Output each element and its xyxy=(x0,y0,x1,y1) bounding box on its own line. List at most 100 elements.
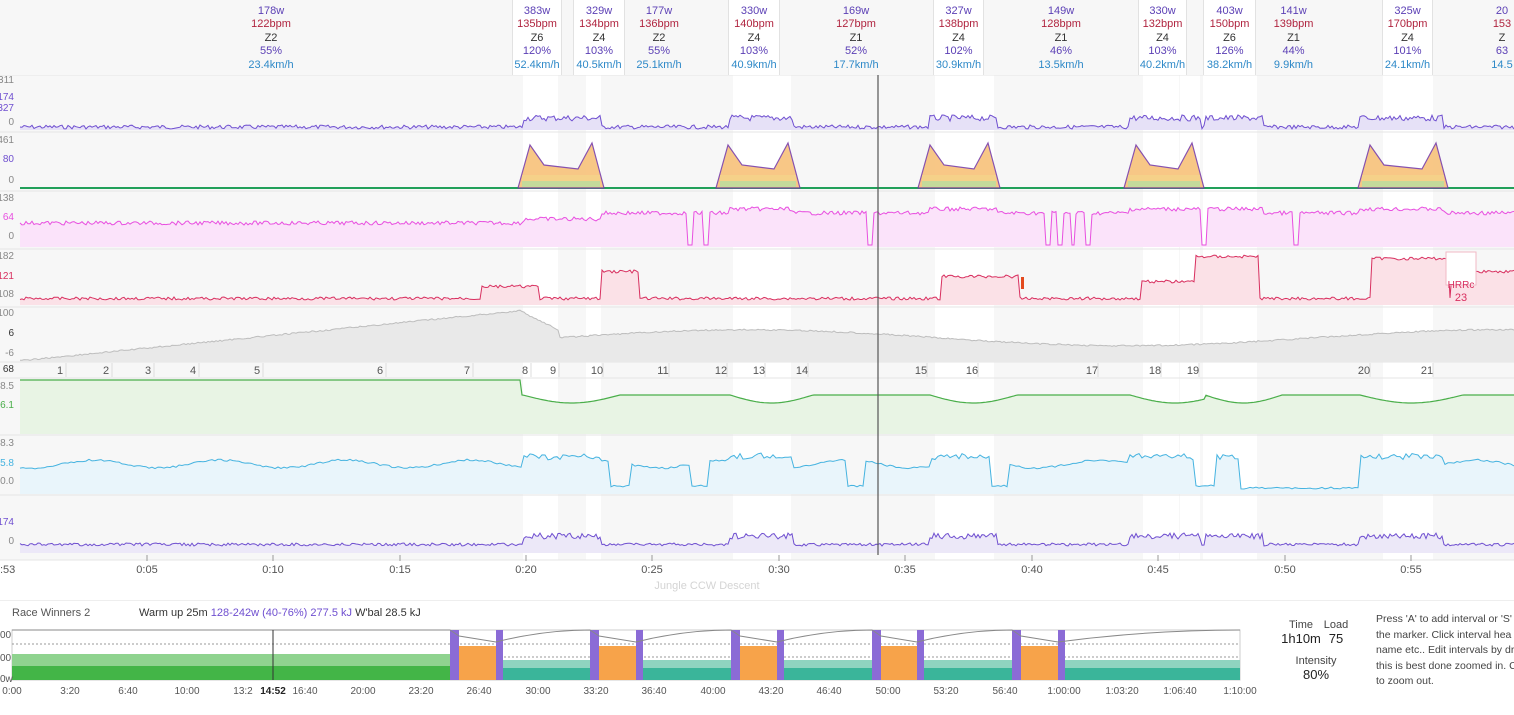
interval-pct: 101% xyxy=(1393,45,1422,57)
axis-label: 138 xyxy=(0,193,14,204)
axis-label: 174 xyxy=(0,517,14,528)
help-text: Press 'A' to add interval or 'S' the mar… xyxy=(1376,612,1514,690)
hrr-badge[interactable] xyxy=(1445,251,1477,286)
hard-block-4[interactable] xyxy=(881,646,917,680)
lap-number-11[interactable]: 11 xyxy=(657,365,668,377)
interval-header-2[interactable]: 69s383w135bpmZ6120%52.4km/h xyxy=(512,0,562,75)
interval-header-5[interactable]: 4m330w140bpmZ4103%40.9km/h xyxy=(728,0,780,75)
lap-number-9[interactable]: 9 xyxy=(550,365,556,377)
cadence-line xyxy=(19,206,1514,246)
lap-number-3[interactable]: 3 xyxy=(145,365,151,377)
sprint-block[interactable] xyxy=(872,630,881,680)
lap-number-5[interactable]: 5 xyxy=(254,365,260,377)
workout-chart[interactable]: 00 00 0w0:00 3:20 6:40 10:00 13:2 14:52 16:40 20:… xyxy=(0,626,1270,714)
recovery-block-base xyxy=(924,668,1012,680)
lap-number-10[interactable]: 10 xyxy=(591,365,603,377)
interval-cut: 4m xyxy=(934,0,983,5)
interval-zone: Z4 xyxy=(747,31,761,44)
interval-pct: 55% xyxy=(259,45,283,57)
interval-header-8[interactable]: 8m29s149w128bpmZ146%13.5km/h xyxy=(1020,0,1102,75)
interval-header-7[interactable]: 4m327w138bpmZ4102%30.9km/h xyxy=(933,0,984,75)
interval-header-3[interactable]: 4m329w134bpmZ4103%40.5km/h xyxy=(573,0,625,75)
lap-number-18[interactable]: 18 xyxy=(1149,365,1161,377)
sprint-block[interactable] xyxy=(496,630,503,680)
help-line: name etc.. Edit intervals by dr xyxy=(1376,644,1514,656)
step-label: Warm up 25m xyxy=(139,607,208,619)
lap-number-13[interactable]: 13 xyxy=(753,365,765,377)
lap-number-12[interactable]: 12 xyxy=(715,365,727,377)
interval-header-10[interactable]: 73s403w150bpmZ6126%38.2km/h xyxy=(1203,0,1256,75)
lap-number-15[interactable]: 15 xyxy=(915,365,927,377)
sprint-block[interactable] xyxy=(636,630,643,680)
interval-header-6[interactable]: 8m23s169w127bpmZ152%17.7km/h xyxy=(806,0,906,75)
interval-zone: Z4 xyxy=(952,31,965,44)
interval-power: 330w xyxy=(1149,4,1176,17)
workout-x-tick: 50:00 xyxy=(875,686,900,697)
time-tick-label: 0:55 xyxy=(1400,564,1421,576)
sprint-block[interactable] xyxy=(917,630,924,680)
sprint-block[interactable] xyxy=(590,630,599,680)
axis-label: 108 xyxy=(0,289,14,300)
lap-number-1[interactable]: 1 xyxy=(57,365,63,377)
interval-cut: 73s xyxy=(1204,0,1255,5)
lap-number-14[interactable]: 14 xyxy=(796,365,808,377)
lap-number-20[interactable]: 20 xyxy=(1358,365,1370,377)
load-label: Load xyxy=(1323,619,1349,631)
interval-speed: 40.9km/h xyxy=(731,58,777,71)
hard-block-3[interactable] xyxy=(740,646,777,680)
interval-power: 327w xyxy=(945,4,972,17)
interval-header-1[interactable]: 1h0m53178w122bpmZ255%23.4km/h xyxy=(20,0,522,75)
interval-cut: 8m23s xyxy=(806,0,906,5)
lap-number-17[interactable]: 17 xyxy=(1086,365,1098,377)
lap-number-7[interactable]: 7 xyxy=(464,365,470,377)
time-tick-label: 0:05 xyxy=(136,564,157,576)
hard-block-2[interactable] xyxy=(599,646,636,680)
wbal-band xyxy=(1362,181,1444,187)
interval-power: 329w xyxy=(585,4,613,17)
sprint-block[interactable] xyxy=(777,630,784,680)
axis-label: 0 xyxy=(8,231,14,242)
interval-pct: 103% xyxy=(1148,45,1177,57)
interval-cut: 4m xyxy=(1383,0,1432,5)
workout-x-tick: 46:40 xyxy=(816,686,841,697)
interval-pct: 44% xyxy=(1282,45,1305,57)
interval-hr: 132bpm xyxy=(1142,18,1183,30)
interval-zone: Z6 xyxy=(530,31,544,44)
interval-header-12[interactable]: 4m325w170bpmZ4101%24.1km/h xyxy=(1382,0,1433,75)
wbal-band xyxy=(720,181,796,187)
workout-name[interactable]: Race Winners 2 xyxy=(12,607,91,619)
lap-number-21[interactable]: 21 xyxy=(1421,365,1433,377)
sprint-block[interactable] xyxy=(1058,630,1065,680)
axis-label: 64 xyxy=(3,212,15,223)
hard-block-5[interactable] xyxy=(1021,646,1058,680)
interval-power: 330w xyxy=(740,4,768,17)
interval-cut: 8m7s xyxy=(626,0,692,5)
intensity-value: 80% xyxy=(1302,667,1330,682)
interval-header-4[interactable]: 8m7s177w136bpmZ255%25.1km/h xyxy=(626,0,692,75)
axis-label: 35.8 xyxy=(0,458,14,469)
interval-hr: 140bpm xyxy=(734,18,774,30)
workout-y-label: 0w xyxy=(0,674,14,685)
workout-x-tick: 13:2 xyxy=(233,686,253,697)
lap-number-6[interactable]: 6 xyxy=(377,365,383,377)
workout-x-tick: 6:40 xyxy=(118,686,138,697)
interval-header-9[interactable]: 4m330w132bpmZ4103%40.2km/h xyxy=(1138,0,1187,75)
sprint-block[interactable] xyxy=(1012,630,1021,680)
lap-number-19[interactable]: 19 xyxy=(1187,365,1199,377)
load-value: 75 xyxy=(1328,631,1344,646)
lap-number-8[interactable]: 8 xyxy=(522,365,528,377)
lap-number-16[interactable]: 16 xyxy=(966,365,978,377)
interval-speed: 9.9km/h xyxy=(1273,58,1314,71)
axis-label: 68 xyxy=(3,364,15,375)
lap-number-4[interactable]: 4 xyxy=(190,365,196,377)
interval-header-13[interactable]: 20 153 Z 63 14.5 xyxy=(1490,0,1514,75)
summary-time: Time 1h10m xyxy=(1276,619,1326,646)
recovery-block-base xyxy=(643,668,731,680)
hard-block-1[interactable] xyxy=(459,646,496,680)
lap-number-2[interactable]: 2 xyxy=(103,365,109,377)
sprint-block[interactable] xyxy=(450,630,459,680)
sprint-block[interactable] xyxy=(731,630,740,680)
interval-header-11[interactable]: 7m49s141w139bpmZ144%9.9km/h xyxy=(1262,0,1325,75)
route-name[interactable]: Jungle CCW Descent xyxy=(654,580,759,592)
